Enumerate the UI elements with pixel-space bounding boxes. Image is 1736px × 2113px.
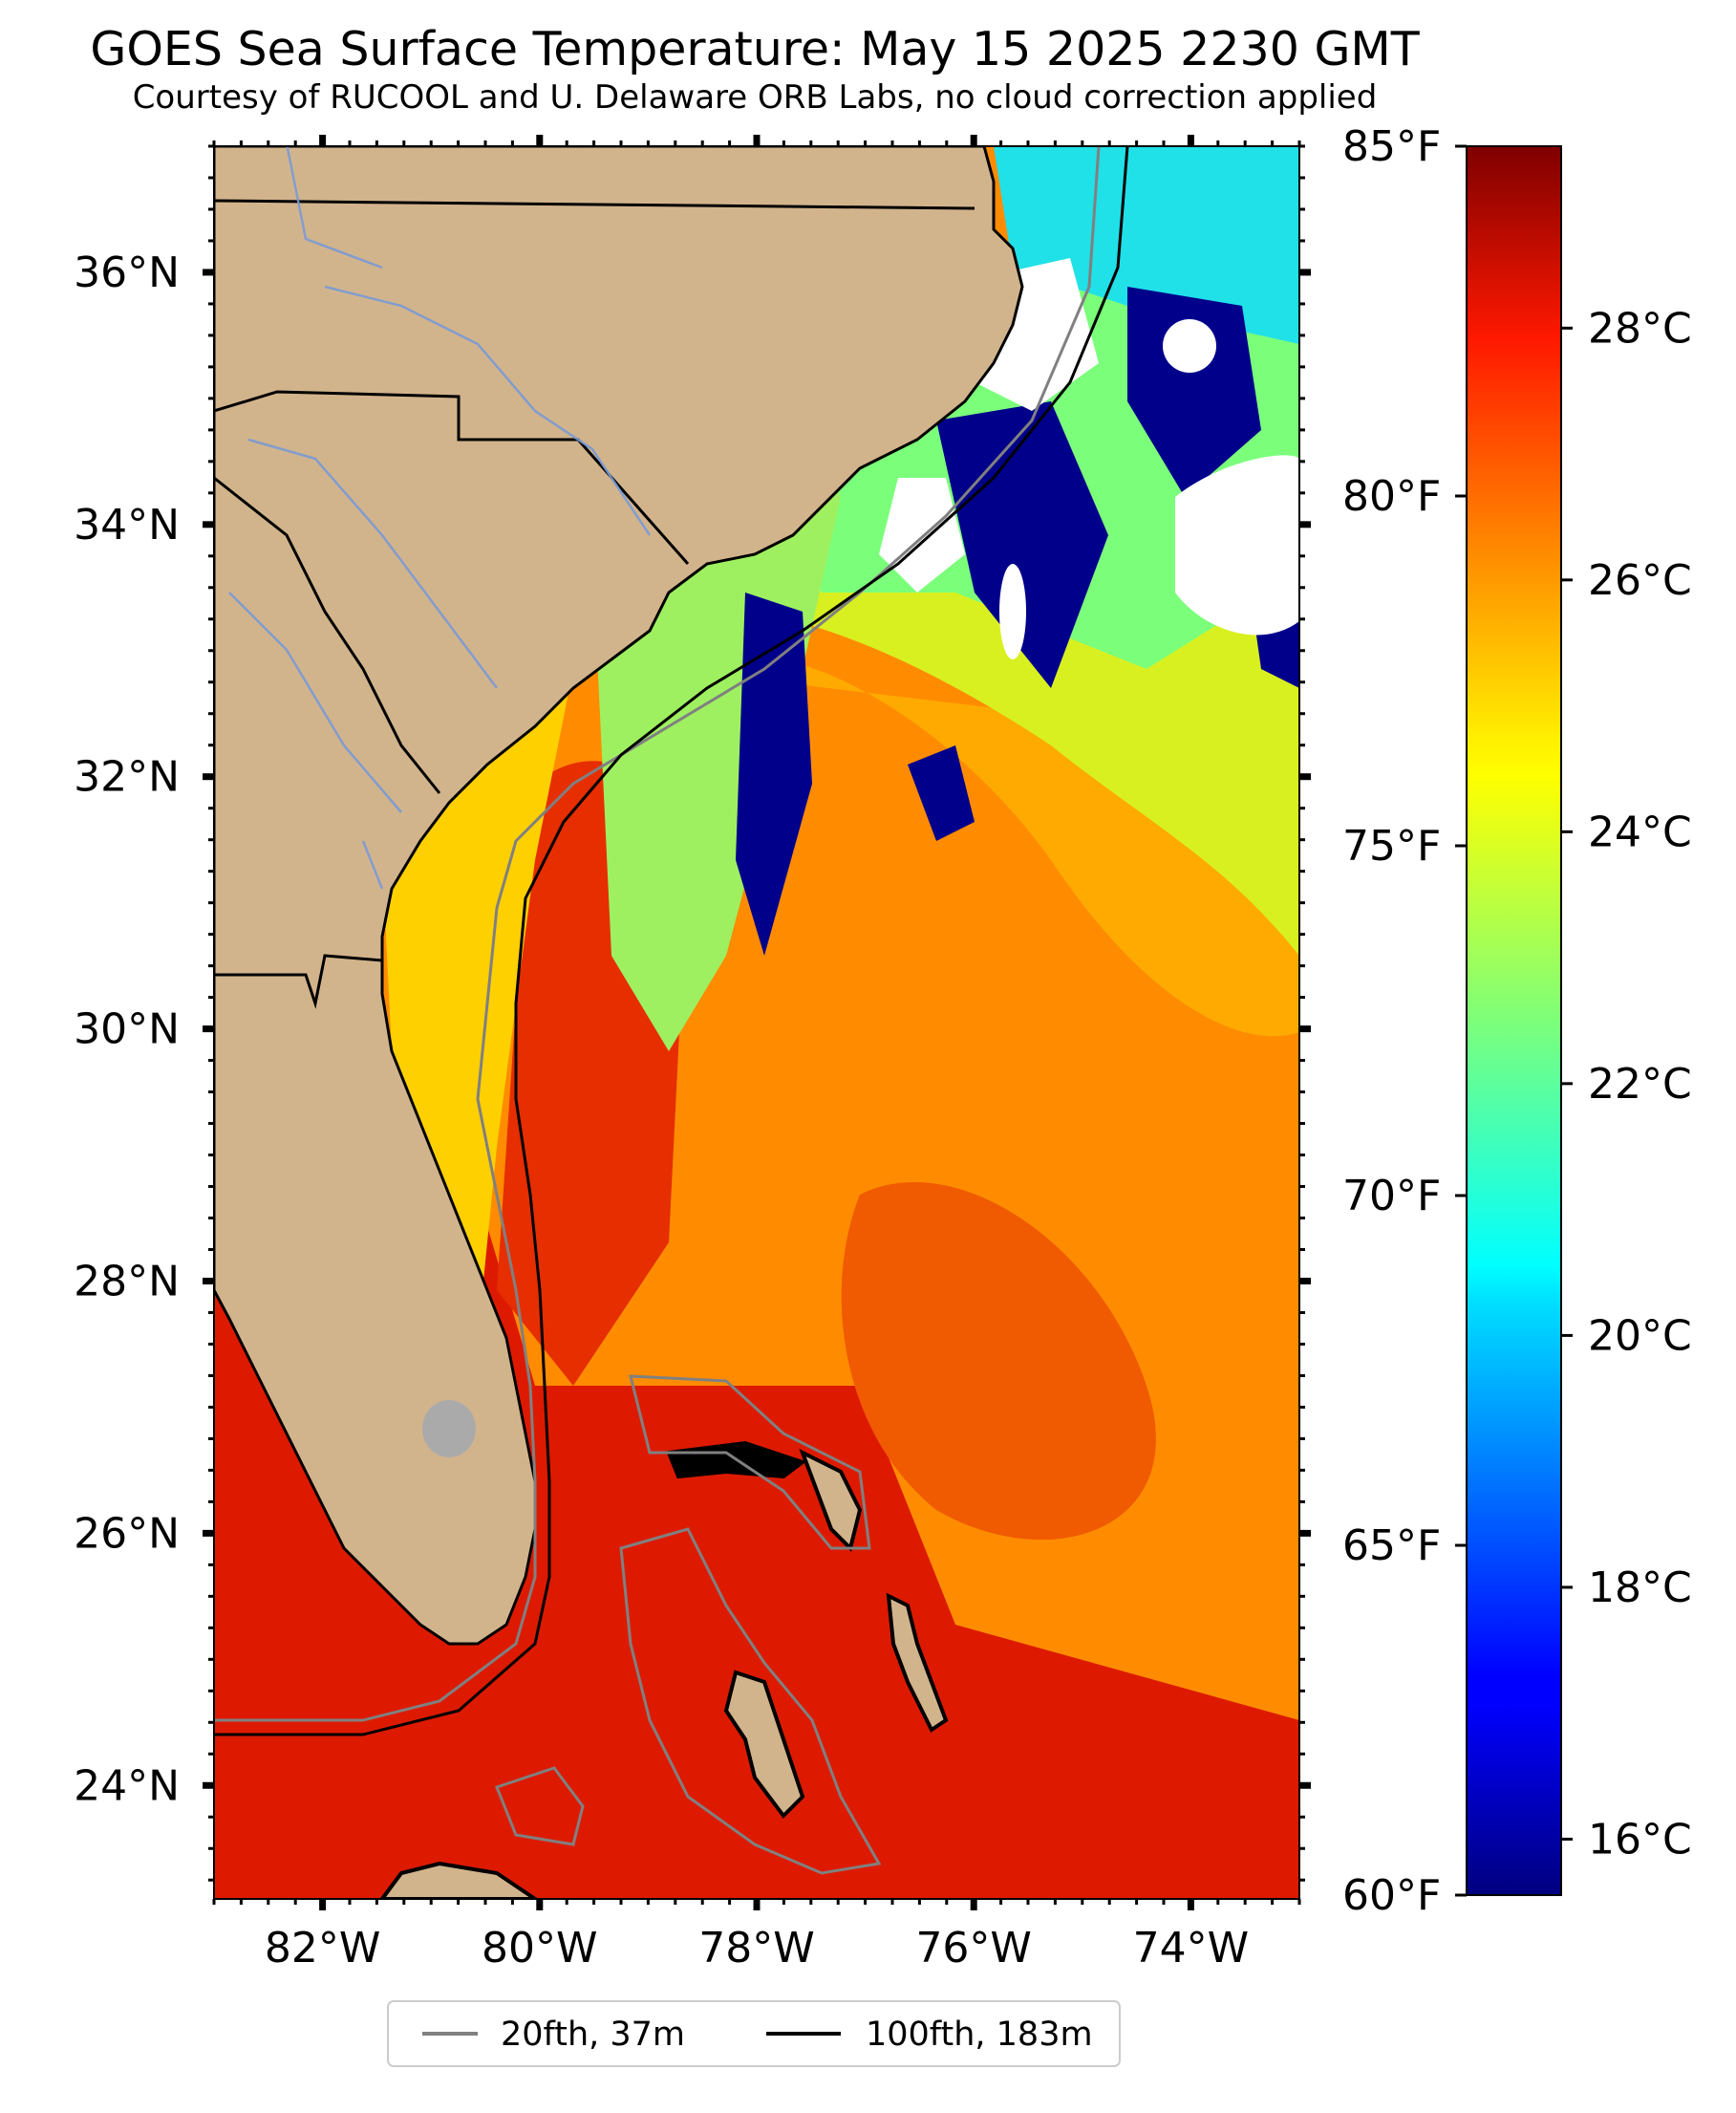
- rivers: [228, 146, 652, 890]
- colorbar-c-label: 16°C: [1588, 1815, 1692, 1864]
- state-borders: [214, 199, 975, 1009]
- cold-patch: [736, 593, 812, 956]
- land-island-andros: [723, 1670, 805, 1820]
- colorbar-f-label: 85°F: [1342, 122, 1441, 171]
- lat-tick-label: 32°N: [74, 753, 180, 802]
- warm-eddy-east: [841, 1181, 1156, 1541]
- isobath-100fth-183m: [214, 146, 1129, 1736]
- cloud-mask: [1163, 319, 1216, 373]
- cloud-mask: [1175, 455, 1299, 636]
- lon-tick-label: 78°W: [698, 1924, 815, 1973]
- colorbar-c-label: 22°C: [1588, 1060, 1692, 1109]
- lat-tick-label: 34°N: [74, 501, 180, 550]
- colorbar-axes: 60°F 65°F 70°F 75°F 80°F 85°F 16°C 18°C 20°C 22°C…: [1342, 122, 1692, 1920]
- land-island-cuba: [379, 1861, 539, 1899]
- isobath-20fth-great-bahama-bank: [619, 1527, 882, 1875]
- sst-map: [214, 146, 1299, 1899]
- colorbar-c-label: 20°C: [1588, 1311, 1692, 1360]
- colorbar-f-label: 75°F: [1342, 822, 1441, 871]
- isobath-20fth-bahamas: [629, 1374, 871, 1550]
- lat-tick-label: 26°N: [74, 1509, 180, 1558]
- colorbar-f-label: 80°F: [1342, 472, 1441, 521]
- colorbar-c-label: 26°C: [1588, 556, 1692, 605]
- cloud-mask: [879, 478, 965, 593]
- lat-tick-label: 24°N: [74, 1761, 180, 1810]
- lake-okeechobee: [422, 1400, 476, 1457]
- legend-box: [387, 2000, 1121, 2067]
- legend-label-20fth: 20fth, 37m: [501, 2016, 685, 2054]
- colorbar-f-label: 60°F: [1342, 1871, 1441, 1920]
- lon-tick-label: 74°W: [1133, 1924, 1250, 1973]
- legend: 20fth, 37m 100fth, 183m: [387, 2000, 1121, 2067]
- colorbar-f-label: 70°F: [1342, 1172, 1441, 1220]
- lon-tick-label: 76°W: [915, 1924, 1032, 1973]
- colorbar-c-label: 24°C: [1588, 808, 1692, 856]
- lat-tick-label: 36°N: [74, 248, 180, 297]
- colorbar-c-label: 18°C: [1588, 1563, 1692, 1612]
- isobath-20fth-37m: [214, 146, 1101, 1722]
- map-axes: 82°W 80°W 78°W 76°W 74°W 24°N 26°N 28°N 30°N 32°N…: [74, 135, 1311, 1973]
- isobath-20fth-cay-sal: [495, 1766, 585, 1846]
- cold-patch: [936, 401, 1108, 688]
- figure-subtitle: Courtesy of RUCOOL and U. Delaware ORB L…: [133, 78, 1378, 117]
- cold-water-outer: [994, 146, 1299, 344]
- cold-patch: [1127, 287, 1261, 497]
- colorbar-f-label: 65°F: [1342, 1521, 1441, 1570]
- lat-tick-label: 30°N: [74, 1005, 180, 1054]
- figure-title: GOES Sea Surface Temperature: May 15 202…: [90, 22, 1420, 76]
- cloud-mask: [999, 564, 1026, 659]
- land-mainland: [214, 146, 1024, 1646]
- lat-tick-label: 28°N: [74, 1257, 180, 1305]
- lon-tick-label: 80°W: [482, 1924, 598, 1973]
- colorbar: [1466, 145, 1562, 1896]
- cold-patch: [908, 745, 975, 841]
- lon-tick-label: 82°W: [265, 1924, 381, 1973]
- legend-label-100fth: 100fth, 183m: [866, 2016, 1093, 2054]
- colorbar-c-label: 28°C: [1588, 304, 1692, 353]
- land-island-eleuthera: [886, 1592, 949, 1733]
